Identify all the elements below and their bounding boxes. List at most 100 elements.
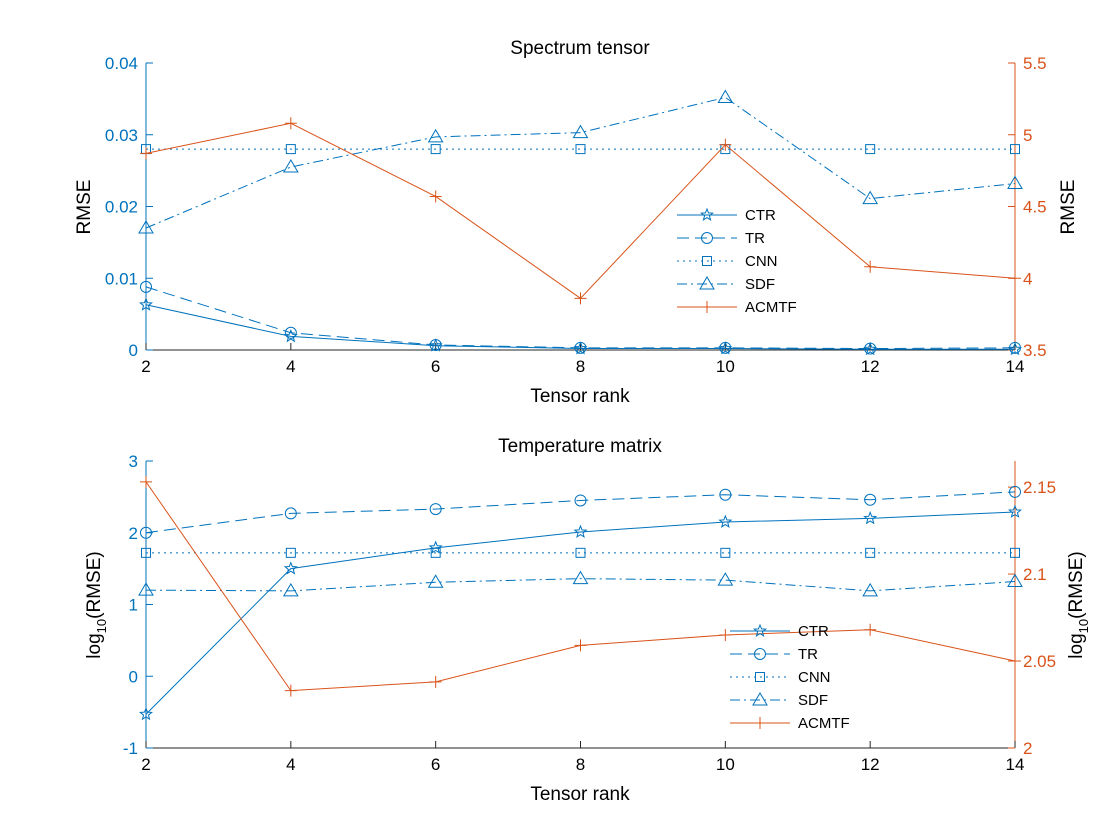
data-point-ctr <box>428 338 443 352</box>
data-point-sdf <box>427 128 444 143</box>
left-y-tick-label: 0 <box>129 341 138 360</box>
left-y-tick-label: 0 <box>129 667 138 686</box>
data-point-tr <box>284 326 297 339</box>
data-point-sdf <box>282 582 299 597</box>
data-point-tr <box>719 488 732 501</box>
log-prefix: log <box>1066 633 1087 658</box>
data-point-ctr <box>718 341 733 355</box>
x-tick-label: 12 <box>861 357 880 376</box>
x-axis-label: Tensor rank <box>530 784 630 805</box>
right-y-tick-label: 5 <box>1023 126 1032 145</box>
data-point-tr <box>429 503 442 516</box>
x-tick-label: 10 <box>716 357 735 376</box>
legend-marker-tr <box>754 648 766 660</box>
data-point-ctr <box>283 561 298 575</box>
right-y-tick-label: 2.15 <box>1023 478 1056 497</box>
data-point-ctr <box>138 297 154 311</box>
x-tick-label: 6 <box>431 755 440 774</box>
data-point-acmtf <box>284 117 297 130</box>
data-point-tr <box>719 341 732 354</box>
x-tick-label: 10 <box>716 755 735 774</box>
data-point-tr <box>574 341 587 354</box>
right-y-tick-label: 2.1 <box>1023 565 1047 584</box>
data-point-sdf <box>138 220 154 234</box>
data-point-sdf <box>862 582 879 597</box>
data-point-cnn <box>1010 547 1020 558</box>
log-prefix: log <box>84 633 105 658</box>
data-point-ctr <box>573 341 588 355</box>
data-point-cnn <box>285 144 296 155</box>
data-point-sdf <box>717 572 734 586</box>
x-tick-label: 6 <box>431 357 440 376</box>
series-line-sdf <box>145 578 1016 592</box>
legend-label-sdf: SDF <box>798 692 828 709</box>
spectrum-tensor-panel: Spectrum tensor Tensor rank RMSE RMSE 2 4… <box>74 38 1079 407</box>
legend-label-ctr: CTR <box>745 207 776 224</box>
log-argument: (RMSE) <box>84 551 105 619</box>
data-point-sdf <box>572 570 589 585</box>
right-y-tick-label: 5.5 <box>1023 54 1047 73</box>
legend-label-tr: TR <box>798 646 818 663</box>
legend-label-acmtf: ACMTF <box>745 299 797 316</box>
log-argument: (RMSE) <box>1066 551 1087 619</box>
legend-marker-cnn <box>755 672 765 682</box>
left-y-tick-label: 2 <box>129 524 138 543</box>
data-point-acmtf <box>429 190 442 203</box>
data-point-cnn <box>865 547 876 558</box>
data-point-sdf <box>138 582 154 596</box>
left-y-tick-label: 0.02 <box>105 198 138 217</box>
chart-title: Temperature matrix <box>498 436 662 457</box>
data-point-sdf <box>282 159 299 173</box>
x-tick-label: 4 <box>286 357 295 376</box>
series-line-ctr <box>145 304 1015 350</box>
x-tick-label: 14 <box>1006 755 1025 774</box>
data-point-tr <box>864 493 877 506</box>
legend-marker-acmtf <box>701 301 713 313</box>
data-point-acmtf <box>140 475 152 488</box>
legend-label-acmtf: ACMTF <box>798 715 850 732</box>
data-point-acmtf <box>284 684 297 697</box>
left-y-axis-label: log10(RMSE) <box>84 551 109 658</box>
right-y-axis-label: log10(RMSE) <box>1066 551 1091 658</box>
left-y-tick-label: 0.03 <box>105 126 138 145</box>
x-tick-label: 8 <box>576 357 585 376</box>
data-point-ctr <box>1007 504 1023 518</box>
data-point-ctr <box>718 514 733 528</box>
data-point-tr <box>1009 485 1021 498</box>
left-y-tick-label: 0.04 <box>105 54 138 73</box>
data-point-ctr <box>573 524 588 539</box>
data-point-tr <box>574 494 587 507</box>
left-y-tick-label: 0.01 <box>105 269 138 288</box>
data-point-acmtf <box>429 675 442 688</box>
legend-label-sdf: SDF <box>745 276 775 293</box>
data-point-ctr <box>138 706 154 721</box>
left-y-axis-label: RMSE <box>74 180 95 235</box>
data-point-acmtf <box>864 260 877 273</box>
series-line-tr <box>145 286 1016 350</box>
chart-title: Spectrum tensor <box>510 38 650 59</box>
data-point-ctr <box>283 329 298 343</box>
data-point-cnn <box>1010 144 1020 155</box>
legend-label-tr: TR <box>745 230 765 247</box>
right-y-tick-label: 2.05 <box>1023 652 1056 671</box>
left-y-tick-label: 3 <box>129 452 138 471</box>
data-point-ctr <box>1007 341 1023 356</box>
legend-label-cnn: CNN <box>745 253 778 270</box>
data-point-tr <box>864 342 877 355</box>
series-line-sdf <box>145 96 1016 229</box>
data-point-tr <box>284 507 297 520</box>
data-point-tr <box>140 526 152 539</box>
data-point-cnn <box>720 547 731 558</box>
left-y-tick-label: -1 <box>123 739 138 758</box>
data-point-cnn <box>285 547 296 558</box>
data-point-cnn <box>575 144 586 155</box>
data-point-acmtf <box>574 639 587 652</box>
legend-marker-ctr <box>699 207 715 221</box>
x-tick-label: 12 <box>861 755 880 774</box>
data-point-sdf <box>572 124 589 139</box>
data-point-acmtf <box>1009 655 1021 668</box>
legend-marker-cnn <box>702 256 712 266</box>
x-tick-label: 2 <box>141 357 150 376</box>
right-y-tick-label: 2 <box>1023 739 1032 758</box>
